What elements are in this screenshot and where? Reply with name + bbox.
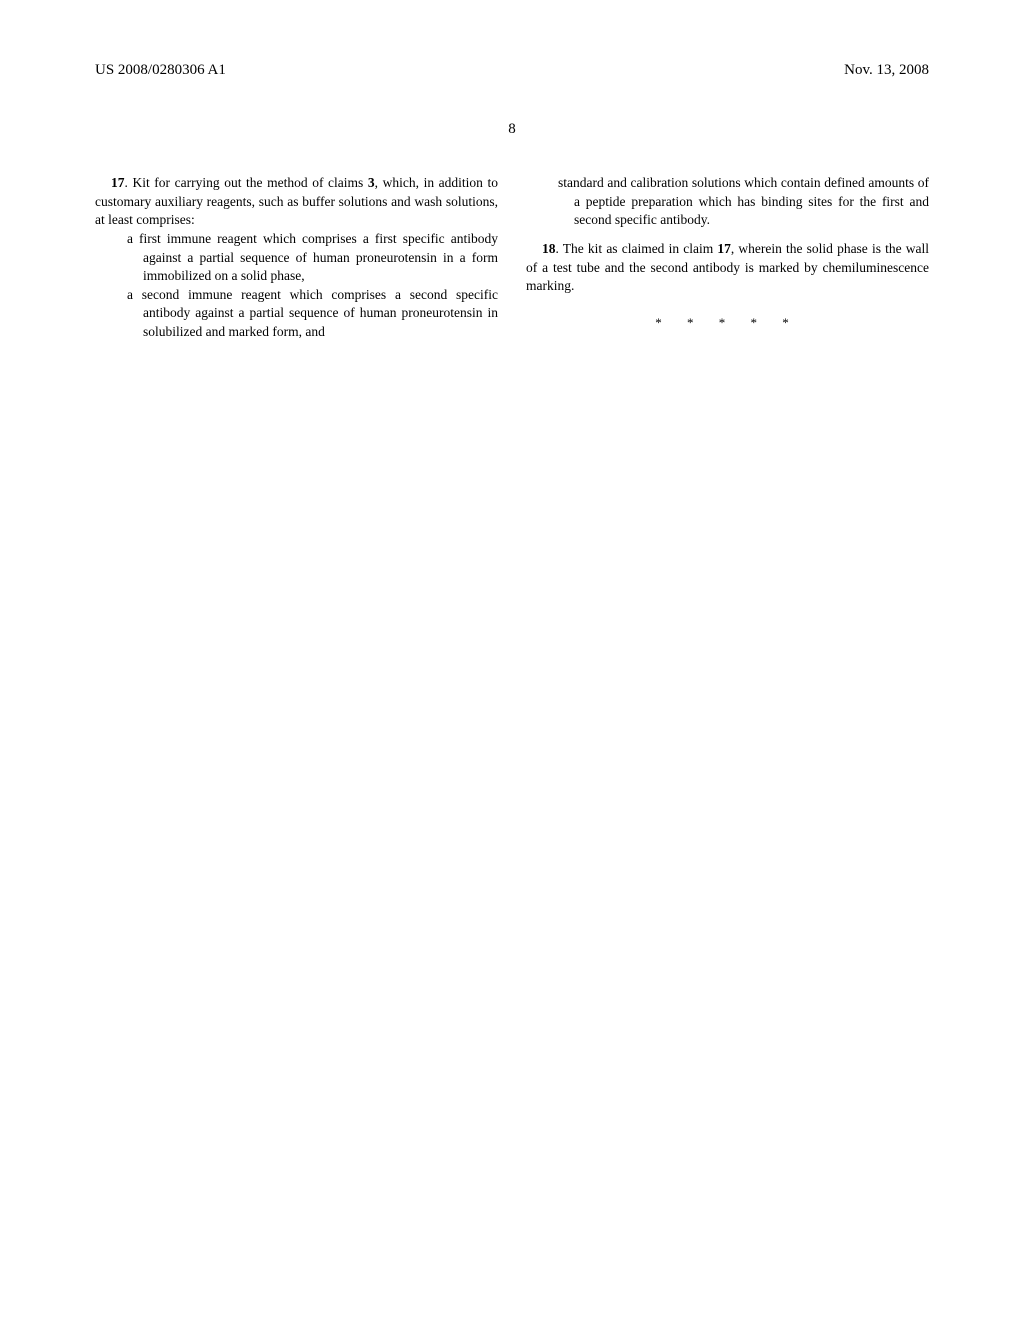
publication-number: US 2008/0280306 A1 (95, 62, 226, 79)
claim-17-item-b: a second immune reagent which comprises … (111, 286, 498, 342)
page-number: 8 (95, 121, 929, 138)
claim-18-text-a: . The kit as claimed in claim (556, 241, 718, 256)
claim-18-number: 18 (542, 241, 556, 256)
claim-18-ref: 17 (717, 241, 731, 256)
right-column: standard and calibration solutions which… (526, 174, 929, 342)
publication-date: Nov. 13, 2008 (844, 62, 929, 79)
claim-17-text-a: . Kit for carrying out the method of cla… (125, 175, 368, 190)
page-header: US 2008/0280306 A1 Nov. 13, 2008 (95, 62, 929, 79)
claim-17-number: 17 (111, 175, 125, 190)
claim-18-intro: 18. The kit as claimed in claim 17, wher… (526, 240, 929, 296)
claim-17-item-a: a first immune reagent which comprises a… (111, 230, 498, 286)
left-column: 17. Kit for carrying out the method of c… (95, 174, 498, 342)
claim-17-intro: 17. Kit for carrying out the method of c… (95, 174, 498, 230)
claim-17-item-c: standard and calibration solutions which… (542, 174, 929, 230)
content-columns: 17. Kit for carrying out the method of c… (95, 174, 929, 342)
claim-17-ref: 3 (368, 175, 375, 190)
end-markers: * * * * * (526, 314, 929, 332)
